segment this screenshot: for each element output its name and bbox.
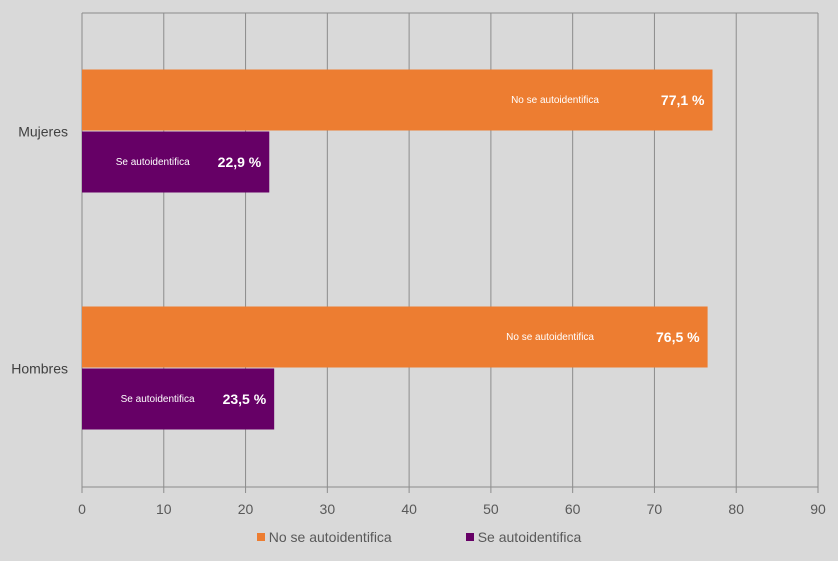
x-tick-label: 30 xyxy=(320,501,336,517)
x-tick-label: 60 xyxy=(565,501,581,517)
x-tick-label: 70 xyxy=(647,501,663,517)
x-tick-label: 80 xyxy=(728,501,744,517)
data-label: 23,5 % xyxy=(223,391,267,407)
bar-se-autoidentifica xyxy=(82,131,270,193)
category-label: Hombres xyxy=(11,361,68,377)
series-label: Se autoidentifica xyxy=(116,157,190,168)
legend-swatch-orange xyxy=(256,533,265,541)
legend-label: No se autoidentifica xyxy=(268,529,392,545)
x-tick-label: 50 xyxy=(483,501,499,517)
bar-no-se-autoidentifica xyxy=(82,306,708,368)
legend-item-se-autoidentifica: Se autoidentifica xyxy=(465,529,582,545)
series-label: Se autoidentifica xyxy=(121,394,195,405)
series-label: No se autoidentifica xyxy=(511,95,599,106)
bar-se-autoidentifica xyxy=(82,368,275,430)
legend-swatch-purple xyxy=(465,533,474,541)
x-tick-label: 40 xyxy=(401,501,417,517)
x-tick-label: 0 xyxy=(78,501,86,517)
data-label: 22,9 % xyxy=(218,154,262,170)
data-label: 77,1 % xyxy=(661,92,705,108)
x-tick-label: 10 xyxy=(156,501,172,517)
legend-item-no-se-autoidentifica: No se autoidentifica xyxy=(256,529,392,545)
series-label: No se autoidentifica xyxy=(506,332,594,343)
x-tick-label: 90 xyxy=(810,501,826,517)
bar-no-se-autoidentifica xyxy=(82,69,713,131)
x-tick-label: 20 xyxy=(238,501,254,517)
data-label: 76,5 % xyxy=(656,329,700,345)
legend-label: Se autoidentifica xyxy=(477,529,582,545)
category-label: Mujeres xyxy=(18,124,68,140)
legend: No se autoidentifica Se autoidentifica xyxy=(0,529,838,545)
